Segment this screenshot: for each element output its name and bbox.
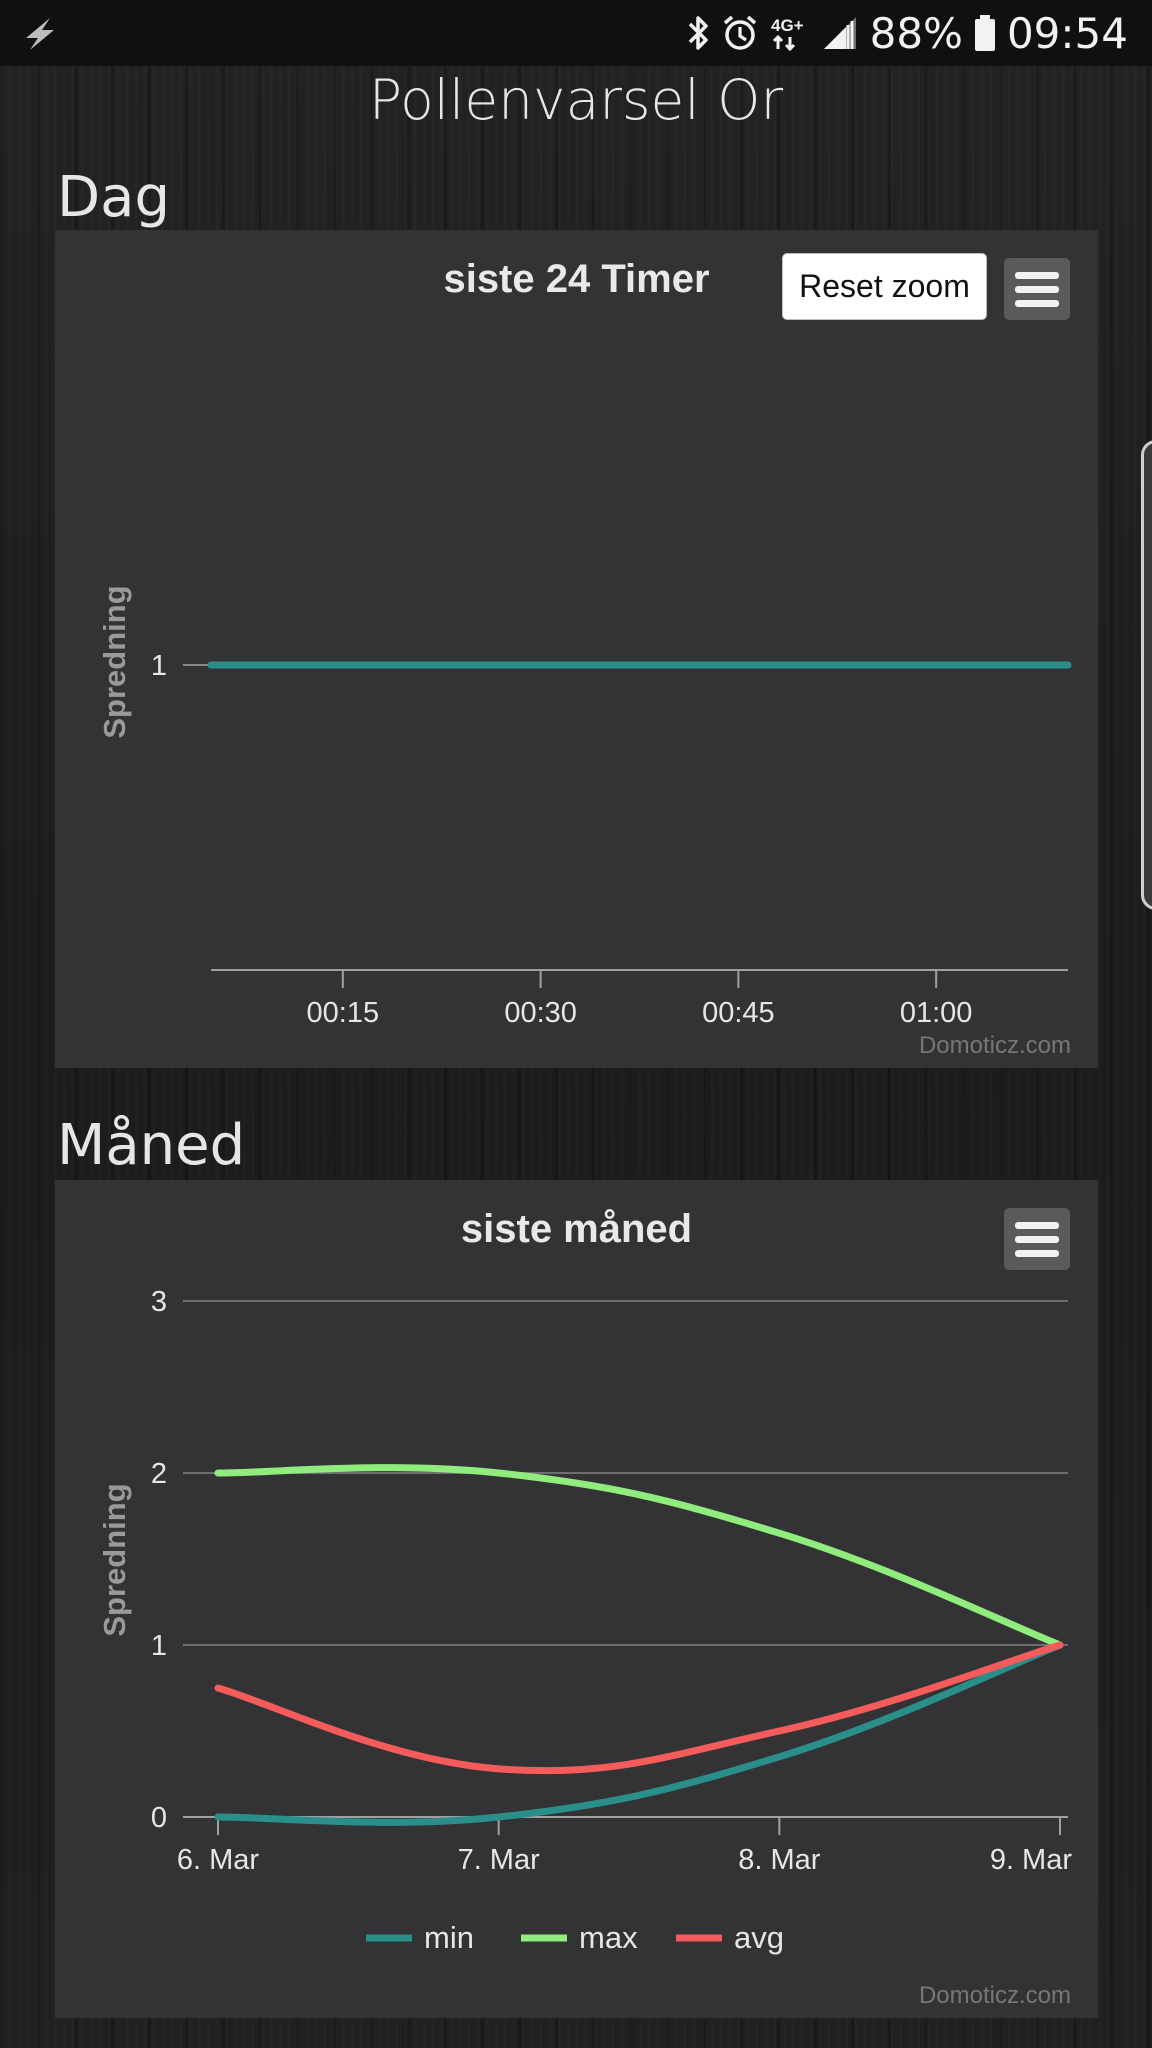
month-series-line-min	[214, 1641, 1064, 1826]
month-x-tick-label: 6. Mar	[177, 1844, 260, 1876]
month-chart[interactable]: Spredning 0 1 2 3 6. Mar 7. Mar 8. Mar 9. Mar min…	[55, 1180, 1098, 2018]
menu-bar-icon	[1015, 299, 1059, 307]
month-y-tick-label: 0	[151, 1802, 167, 1834]
network-4g-icon: 4G+	[768, 13, 810, 53]
month-y-tick-label: 2	[151, 1458, 167, 1490]
section-heading-day: Dag	[57, 165, 170, 230]
alarm-icon	[722, 13, 758, 53]
day-chart-panel: siste 24 Timer Reset zoom Spredning 1 00:1…	[55, 230, 1098, 1068]
status-icons: 4G+ 88% 09:54	[686, 0, 1128, 66]
menu-bar-icon	[1015, 285, 1059, 293]
day-y-axis-title: Spredning	[97, 585, 132, 738]
day-x-tick-label: 00:15	[307, 997, 380, 1029]
signal-icon	[820, 13, 860, 53]
month-series-line-max	[214, 1464, 1064, 1649]
day-chart[interactable]: Spredning 1 00:15 00:30 00:45 01:00	[55, 230, 1098, 1068]
day-x-tick-label: 00:30	[504, 997, 577, 1029]
side-panel-handle[interactable]	[1141, 440, 1152, 910]
day-x-tick-label: 01:00	[900, 997, 973, 1029]
clock: 09:54	[1006, 8, 1128, 58]
month-y-tick-label: 1	[151, 1630, 167, 1662]
month-x-tick-label: 7. Mar	[458, 1844, 541, 1876]
menu-bar-icon	[1015, 1249, 1059, 1257]
menu-bar-icon	[1015, 271, 1059, 279]
day-chart-title: siste 24 Timer	[443, 257, 710, 301]
legend-label-min: min	[424, 1920, 474, 1955]
month-x-tick-label: 9. Mar	[990, 1844, 1073, 1876]
day-chart-credits[interactable]: Domoticz.com	[918, 1032, 1071, 1059]
month-y-axis-title: Spredning	[97, 1483, 132, 1636]
menu-bar-icon	[1015, 1221, 1059, 1229]
network-type-label: 4G+	[771, 16, 804, 35]
month-series-line-avg	[214, 1641, 1064, 1775]
flash-icon	[20, 14, 60, 54]
month-y-tick-label: 3	[151, 1286, 167, 1318]
month-chart-panel: siste måned Spredning 0 1 2 3 6. Mar 7. Mar 8. …	[55, 1180, 1098, 2018]
day-y-tick-label: 1	[151, 650, 167, 682]
legend-label-max: max	[579, 1920, 638, 1955]
bluetooth-icon	[686, 13, 712, 53]
status-bar: 4G+ 88% 09:54	[0, 0, 1152, 66]
reset-zoom-button[interactable]: Reset zoom	[782, 253, 987, 320]
month-chart-menu-button[interactable]	[1004, 1208, 1070, 1270]
day-x-tick-label: 00:45	[702, 997, 775, 1029]
day-chart-menu-button[interactable]	[1004, 258, 1070, 320]
month-chart-credits[interactable]: Domoticz.com	[918, 1982, 1071, 2009]
battery-percent: 88%	[869, 8, 963, 58]
section-heading-month: Måned	[57, 1113, 246, 1178]
month-x-tick-label: 8. Mar	[738, 1844, 821, 1876]
month-chart-title: siste måned	[460, 1207, 693, 1251]
page-title: Pollenvarsel Or	[368, 68, 784, 132]
menu-bar-icon	[1015, 1235, 1059, 1243]
battery-icon	[973, 13, 997, 53]
legend-label-avg: avg	[734, 1920, 784, 1955]
